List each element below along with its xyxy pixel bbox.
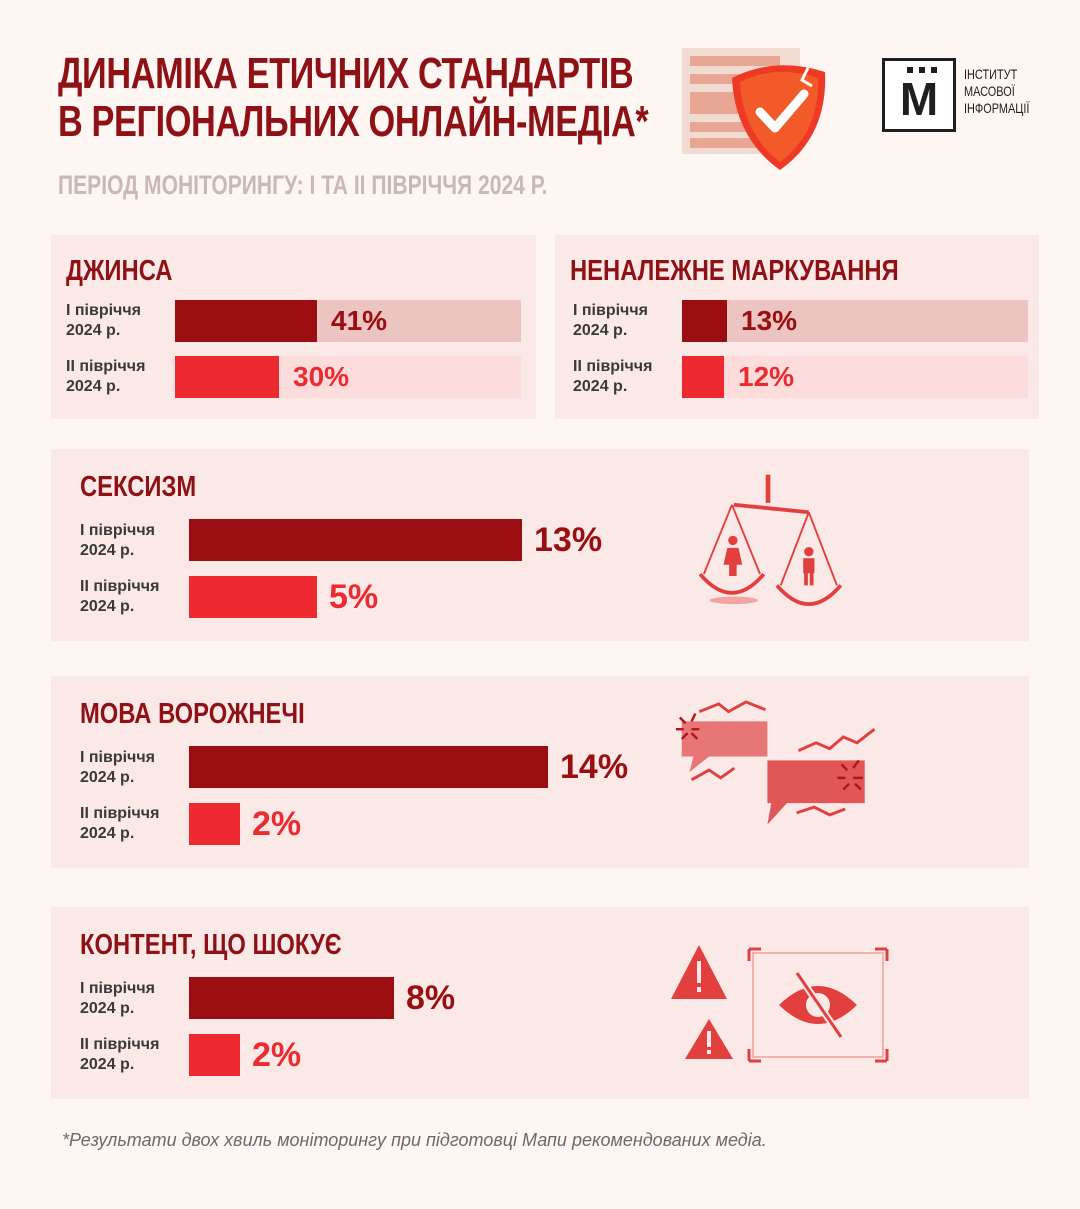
panel-title: НЕНАЛЕЖНЕ МАРКУВАННЯ — [570, 255, 899, 287]
logo-dots — [907, 67, 937, 73]
data-label-h2: 30% — [293, 361, 350, 392]
bar-h2 — [175, 356, 279, 398]
bar-h1 — [189, 519, 522, 561]
row-label-h2: ІІ півріччя 2024 р. — [80, 578, 160, 615]
data-label-h1: 8% — [406, 979, 456, 1017]
bar-h1 — [189, 977, 394, 1019]
panel-shocking-content: КОНТЕНТ, ЩО ШОКУЄ І півріччя 2024 р. 8% … — [51, 907, 1029, 1099]
row-label-h1: І півріччя 2024 р. — [80, 749, 155, 786]
bar-h2 — [189, 576, 317, 618]
panel-improper-labeling: НЕНАЛЕЖНЕ МАРКУВАННЯ І півріччя 2024 р. … — [555, 235, 1039, 419]
row-label-h2: ІІ півріччя 2024 р. — [573, 358, 653, 395]
row-label-h1: І півріччя 2024 р. — [80, 980, 155, 1017]
title-line-2: В РЕГІОНАЛЬНИХ ОНЛАЙН-МЕДІА* — [58, 97, 649, 146]
bar-h1 — [175, 300, 317, 342]
panel-title: ДЖИНСА — [66, 255, 173, 287]
bar-track-h1: 41% — [175, 300, 521, 342]
bar-track-h1: 13% — [682, 300, 1028, 342]
logo-letter: М — [899, 73, 939, 125]
panel-title: СЕКСИЗМ — [80, 471, 197, 503]
logo-line-2: МАСОВОЇ — [964, 83, 1015, 99]
data-label-h2: 12% — [738, 361, 795, 392]
panel-hate-speech: МОВА ВОРОЖНЕЧІ І півріччя 2024 р. 14% ІІ… — [51, 676, 1029, 868]
bar-h1 — [682, 300, 727, 342]
row-label-h1: І півріччя 2024 р. — [66, 302, 141, 339]
panel-sexism: СЕКСИЗМ І півріччя 2024 р. 13% ІІ півріч… — [51, 449, 1029, 641]
data-label-h1: 13% — [534, 521, 603, 559]
panel-title: МОВА ВОРОЖНЕЧІ — [80, 698, 305, 730]
document-shield-icon — [682, 48, 826, 170]
footnote: *Результати двох хвиль моніторингу при п… — [62, 1130, 767, 1150]
row-label-h2: ІІ півріччя 2024 р. — [80, 805, 160, 842]
scales-gender-icon — [698, 474, 843, 606]
logo-text: ІНСТИТУТ МАСОВОЇ ІНФОРМАЦІЇ — [964, 66, 1029, 117]
panel-jeansa: ДЖИНСА І півріччя 2024 р. 41% ІІ піврічч… — [51, 235, 536, 419]
bar-h2 — [189, 1034, 240, 1076]
bar-track-h2: 30% — [175, 356, 521, 398]
data-label-h1: 13% — [741, 305, 798, 336]
panel-title: КОНТЕНТ, ЩО ШОКУЄ — [80, 929, 342, 961]
row-label-h2: ІІ півріччя 2024 р. — [80, 1036, 160, 1073]
logo-line-3: ІНФОРМАЦІЇ — [964, 100, 1030, 116]
bar-h1 — [189, 746, 548, 788]
data-label-h1: 14% — [560, 748, 629, 786]
title-line-1: ДИНАМІКА ЕТИЧНИХ СТАНДАРТІВ — [58, 49, 634, 98]
data-label-h2: 5% — [329, 578, 379, 616]
data-label-h2: 2% — [252, 1036, 302, 1074]
bar-track-h2: 12% — [682, 356, 1028, 398]
page-title: ДИНАМІКА ЕТИЧНИХ СТАНДАРТІВ В РЕГІОНАЛЬН… — [58, 49, 649, 146]
logo-line-1: ІНСТИТУТ — [964, 66, 1018, 82]
row-label-h1: І півріччя 2024 р. — [573, 302, 648, 339]
bar-h2 — [189, 803, 240, 845]
data-label-h1: 41% — [331, 305, 388, 336]
institute-logo: М — [882, 58, 956, 132]
speech-bubbles-conflict-icon — [675, 700, 876, 825]
row-label-h2: ІІ півріччя 2024 р. — [66, 358, 146, 395]
data-label-h2: 2% — [252, 805, 302, 843]
page-subtitle: ПЕРІОД МОНІТОРИНГУ: І ТА ІІ ПІВРІЧЧЯ 202… — [58, 170, 548, 200]
warning-hidden-eye-icon — [671, 945, 889, 1063]
bar-h2 — [682, 356, 724, 398]
row-label-h1: І півріччя 2024 р. — [80, 522, 155, 559]
